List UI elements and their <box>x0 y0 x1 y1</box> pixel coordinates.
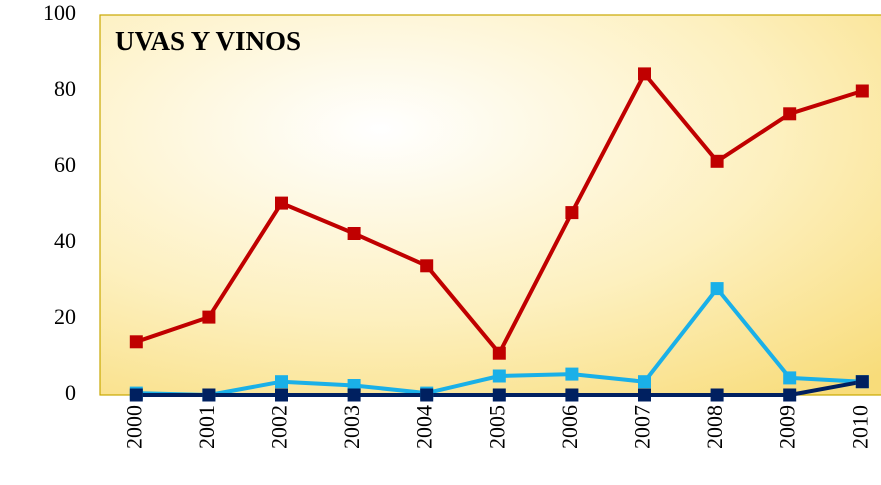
marker <box>275 375 288 389</box>
marker <box>420 259 434 273</box>
plot-area <box>99 14 881 396</box>
marker <box>565 206 579 220</box>
marker <box>275 196 288 210</box>
marker <box>638 67 651 81</box>
marker <box>347 388 361 402</box>
x-tick-label: 2007 <box>630 405 655 449</box>
marker <box>129 388 143 402</box>
marker <box>420 388 434 402</box>
marker <box>565 367 579 381</box>
marker <box>275 388 288 402</box>
y-tick-label: 100 <box>43 0 76 25</box>
chart-title: UVAS Y VINOS <box>115 26 301 56</box>
marker <box>638 375 651 389</box>
marker <box>855 375 869 389</box>
x-tick-label: 2009 <box>775 405 800 449</box>
x-tick-label: 2005 <box>484 405 509 449</box>
x-tick-label: 2000 <box>121 405 146 449</box>
x-tick-label: 2008 <box>702 405 727 449</box>
x-tick-label: 2010 <box>847 405 872 449</box>
marker <box>492 388 506 402</box>
x-tick-label: 2001 <box>194 405 219 449</box>
marker <box>710 282 724 296</box>
y-tick-label: 20 <box>54 304 76 329</box>
marker <box>202 388 216 402</box>
y-tick-label: 60 <box>54 152 76 177</box>
marker <box>710 388 724 402</box>
marker <box>492 346 506 360</box>
marker <box>783 371 797 385</box>
marker <box>347 227 361 240</box>
marker <box>202 310 216 324</box>
marker <box>129 335 143 349</box>
marker <box>710 154 724 168</box>
marker <box>855 84 869 98</box>
marker <box>565 388 579 402</box>
marker <box>783 107 797 121</box>
x-tick-label: 2004 <box>412 405 437 449</box>
marker <box>638 388 651 402</box>
x-tick-label: 2006 <box>557 405 582 449</box>
marker <box>783 388 797 402</box>
x-tick-label: 2002 <box>267 405 292 449</box>
marker <box>492 369 506 383</box>
y-tick-label: 40 <box>54 228 76 253</box>
x-tick-label: 2003 <box>339 405 364 449</box>
y-tick-label: 0 <box>65 380 76 405</box>
y-tick-label: 80 <box>54 76 76 101</box>
